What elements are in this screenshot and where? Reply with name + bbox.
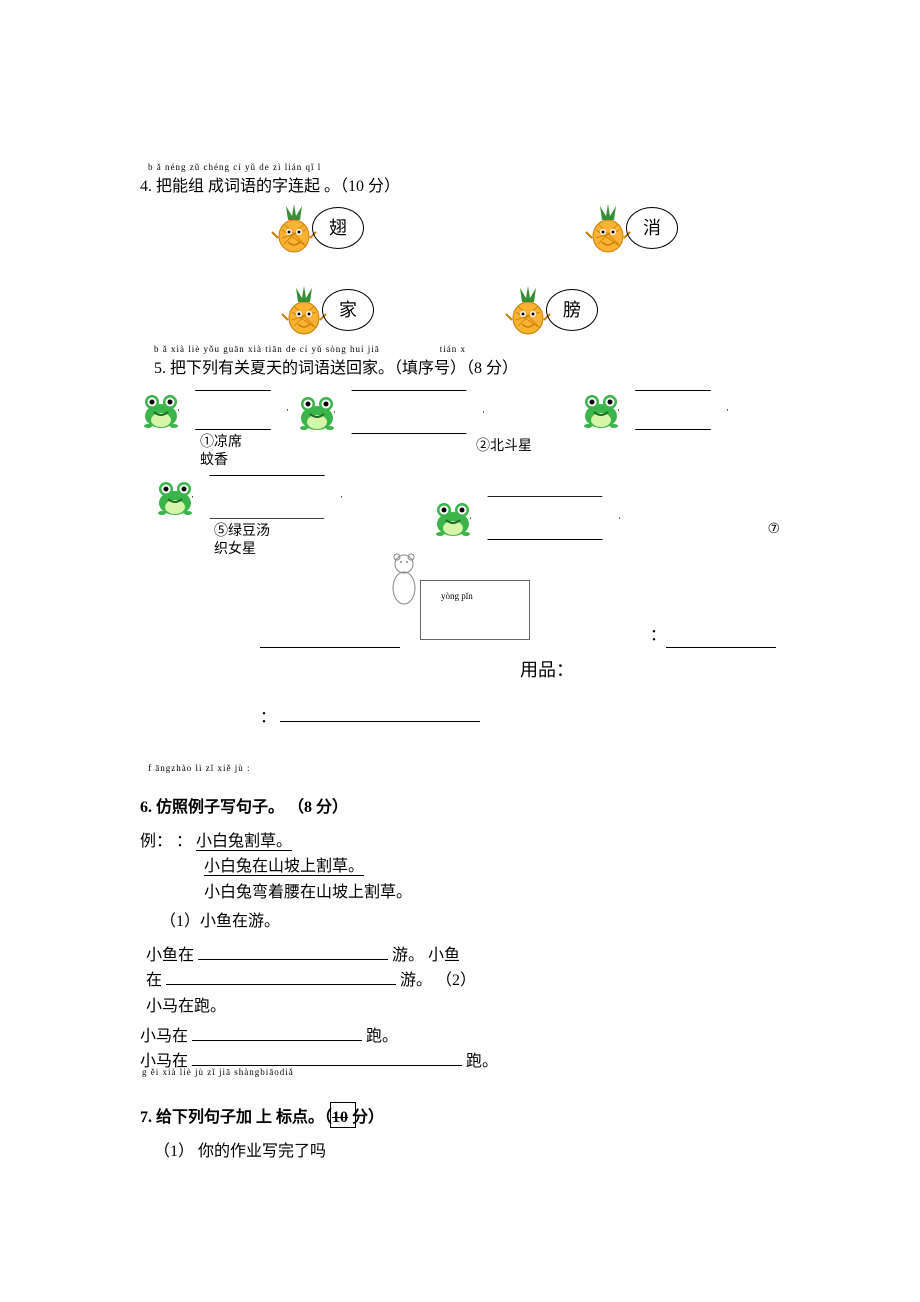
q6-ex3: 小白兔弯着腰在山坡上割草。 [204,884,412,901]
q7-strike-box [330,1102,356,1128]
q5-item2: ②北斗星 [476,436,532,458]
pineapple-icon [270,202,318,254]
q4-num: 4. [140,178,152,195]
q7-sub1: （1） 你的作业写完了吗 [154,1139,780,1165]
q6-example-label: 例： ： [140,833,192,850]
question-5: b ǎ xià liè yǒu guān xià tiān de cí yǔ s… [140,342,780,731]
q5-underline-1 [260,632,400,648]
q5-frog-4 [154,475,342,519]
frog-icon [296,392,338,432]
q6-pinyin: f āngzhào lì zǐ xiě jù : [148,761,780,775]
q5-underline-3 [280,706,480,722]
q6-1a-post: 游。 小鱼 [392,947,460,964]
q4-text: 把能组 成词语的字连起 。（10 分） [156,178,400,195]
q5-pinyin-right: tián x [440,342,466,356]
q6-ex2: 小白兔在山坡上割草。 [204,858,364,876]
q4-oval-b: 消 [626,207,678,249]
frog-icon [154,477,196,517]
q5-num: 5. [154,360,166,377]
q6-1b-pre: 在 [146,972,162,989]
q5-hex-4 [192,475,342,519]
frog-icon [432,498,474,538]
pineapple-icon [280,284,328,336]
q5-hex-1 [178,390,288,430]
q6-2a-post: 跑。 [366,1028,398,1045]
question-4: b ǎ néng zǔ chéng cí yǔ de zì lián qǐ l … [140,160,780,336]
q5-text: 把下列有关夏天的词语送回家。（填序号）（8 分） [170,360,518,377]
q6-2b-post: 跑。 [466,1053,498,1070]
q5-frog-1 [140,390,288,430]
q5-heading: 5. 把下列有关夏天的词语送回家。（填序号）（8 分） [154,356,780,382]
question-7: 7. 给下列句子加 上 标点。（10 分） （1） 你的作业写完了吗 [140,1105,780,1164]
q6-2a-pre: 小马在 [140,1028,188,1045]
q6-blank-1a[interactable] [198,944,388,960]
q5-underline-2 [666,632,776,648]
q4-oval-c: 家 [322,289,374,331]
q5-pinyin-left: b ǎ xià liè yǒu guān xià tiān de cí yǔ s… [154,342,380,356]
q5-hex-5 [470,496,620,540]
q7-num: 7. [140,1109,152,1126]
frog-icon [580,390,622,430]
q5-frog-5 [432,496,620,540]
q6-1b-post: 游。 （2） [400,972,476,989]
question-6: f āngzhào lì zǐ xiě jù : 6. 仿照例子写句子。 （8 … [140,761,780,1080]
q4-oval-d: 膀 [546,289,598,331]
q5-item7: ⑦ [767,519,780,541]
q5-colon-2: ： [260,709,276,726]
q6-sub2-intro: 小马在跑。 [146,994,780,1020]
q6-blank-1b[interactable] [166,969,396,985]
q6-heading: 6. 仿照例子写句子。 （8 分） [140,795,780,821]
q4-item-d: 膀 [504,284,598,336]
q4-item-b: 消 [584,202,678,254]
q4-item-c: 家 [280,284,374,336]
q5-box-pinyin: yòng pǐn [441,589,473,603]
q5-frog-2 [296,390,532,434]
q4-oval-a: 翅 [312,207,364,249]
q5-frog-3 [580,390,728,430]
q6-num: 6. [140,799,152,816]
q6-text: 仿照例子写句子。 （8 分） [156,799,348,816]
frog-icon [140,390,182,430]
q6-blank-2b[interactable] [192,1050,462,1066]
q6-sub1-label: （1）小鱼在游。 [160,909,780,935]
q5-hex-2 [334,390,484,434]
q6-1a-pre: 小鱼在 [146,947,194,964]
q5-item1b: 蚊香 [200,450,288,472]
q6-ex1: 小白兔割草。 [196,833,292,851]
q5-item5b: 织女星 [214,539,342,561]
q5-colon-1: ： [650,623,666,649]
q4-heading: 4. 把能组 成词语的字连起 。（10 分） [140,174,780,200]
q5-hex-3 [618,390,728,430]
q4-item-a: 翅 [270,202,364,254]
bear-icon [384,550,424,610]
q5-box: yòng pǐn [420,580,530,640]
pineapple-icon [584,202,632,254]
q7-text-a: 给下列句子加 上 标点。（ [156,1109,332,1126]
q5-box-label: 用品： [520,656,780,685]
q4-pinyin: b ǎ néng zǔ chéng cí yǔ de zì lián qǐ l [148,160,780,174]
q7-heading: 7. 给下列句子加 上 标点。（10 分） [140,1105,780,1131]
pineapple-icon [504,284,552,336]
q6-blank-2a[interactable] [192,1025,362,1041]
